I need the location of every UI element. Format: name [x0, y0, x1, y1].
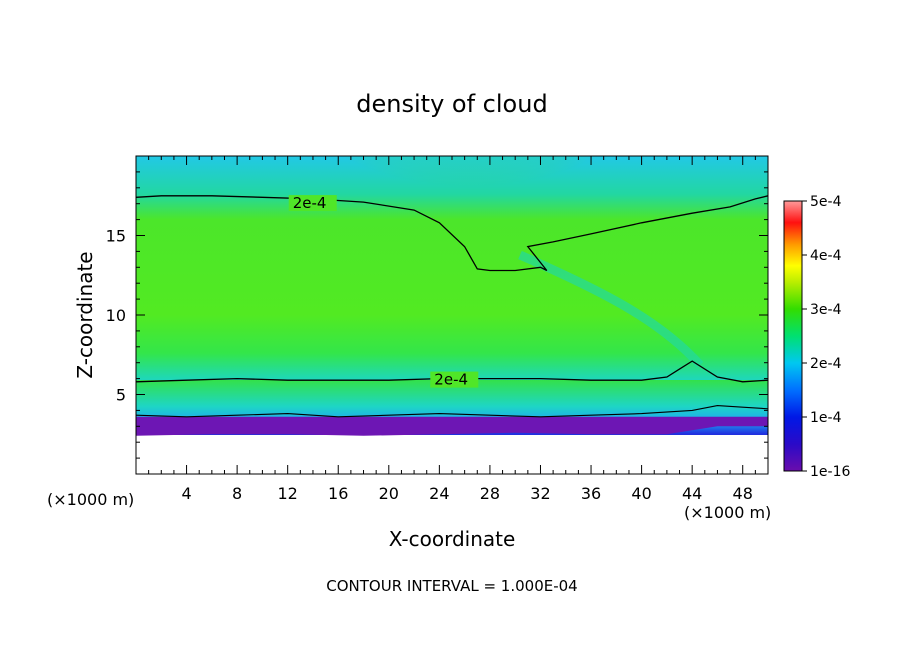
colorbar-tick-label: 5e-4: [810, 194, 842, 210]
x-tick-label: 24: [429, 484, 449, 503]
x-tick-label: 16: [328, 484, 348, 503]
contour-2e-4-upper: [136, 195, 768, 272]
x-tick-label: 40: [631, 484, 651, 503]
field-clear-air: [136, 435, 768, 474]
contour-label-bg: [288, 195, 337, 212]
contour-2e-4-lower: [136, 360, 768, 383]
field-upper-gap: [320, 156, 620, 255]
y-tick-label: 15: [106, 227, 126, 246]
contour-label-bg: [430, 371, 479, 388]
x-tick-label: 8: [232, 484, 242, 503]
y-tick-label: 5: [116, 386, 126, 405]
y-axis-label: Z-coordinate: [73, 251, 97, 378]
colorbar-tick-label: 2e-4: [810, 356, 842, 372]
colorbar-tick-label: 1e-16: [810, 464, 850, 480]
colorbar: [783, 200, 803, 472]
colorbar-tick-label: 1e-4: [810, 410, 842, 426]
colorbar-tick-label: 4e-4: [810, 248, 842, 264]
contour-lower-level: [136, 405, 768, 418]
y-tick-label: 10: [106, 306, 126, 325]
x-tick-label: 36: [581, 484, 601, 503]
chart-title: density of cloud: [356, 90, 547, 118]
x-tick-label: 48: [733, 484, 753, 503]
y-axis-unit: (×1000 m): [47, 490, 134, 509]
x-tick-label: 12: [278, 484, 298, 503]
x-axis-label: X-coordinate: [389, 527, 516, 551]
x-tick-label: 28: [480, 484, 500, 503]
x-tick-label: 20: [379, 484, 399, 503]
x-tick-label: 32: [530, 484, 550, 503]
x-axis-unit: (×1000 m): [684, 503, 771, 522]
x-tick-label: 4: [181, 484, 191, 503]
contour-label: 2e-4: [434, 371, 468, 389]
contour-label: 2e-4: [293, 194, 327, 212]
contour-interval-note: CONTOUR INTERVAL = 1.000E-04: [326, 577, 577, 595]
field-streak: [518, 250, 704, 368]
colorbar-tick-label: 3e-4: [810, 302, 842, 318]
x-tick-label: 44: [682, 484, 702, 503]
cloud-base-fringe: [136, 416, 768, 436]
